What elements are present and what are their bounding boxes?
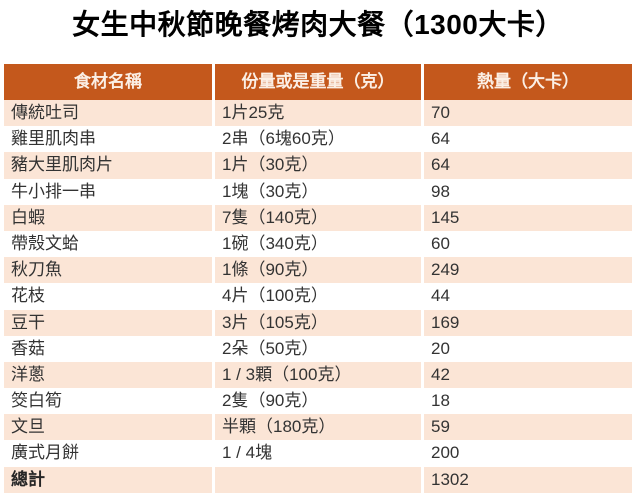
- portion-cell: 4片（100克）: [215, 283, 421, 310]
- table-row: 秋刀魚 1條（90克） 249: [4, 257, 632, 284]
- page-title: 女生中秋節晚餐烤肉大餐（1300大卡）: [72, 9, 564, 40]
- portion-cell: 2串（6塊60克）: [215, 126, 421, 153]
- total-portion-cell: [215, 466, 421, 493]
- calorie-cell: 70: [424, 100, 632, 127]
- portion-cell: 1碗（340克）: [215, 230, 421, 258]
- food-name-cell: 文旦: [4, 414, 212, 441]
- portion-cell: 1條（90克）: [215, 257, 421, 284]
- table-row: 豆干 3片（105克） 169: [4, 309, 632, 336]
- food-name-cell: 洋蔥: [4, 361, 212, 389]
- portion-cell: 2隻（90克）: [215, 388, 421, 415]
- table-row: 牛小排一串 1塊（30克） 98: [4, 178, 632, 205]
- portion-cell: 半顆（180克）: [215, 414, 421, 441]
- calorie-cell: 18: [424, 388, 632, 415]
- header-cell-calories: 熱量（大卡）: [424, 64, 632, 100]
- calorie-cell: 249: [424, 257, 632, 284]
- calorie-cell: 64: [424, 152, 632, 179]
- portion-cell: 2朵（50克）: [215, 335, 421, 362]
- food-name-cell: 白蝦: [4, 204, 212, 231]
- table-row: 花枝 4片（100克） 44: [4, 283, 632, 310]
- total-label-cell: 總計: [4, 466, 212, 493]
- calorie-cell: 20: [424, 335, 632, 362]
- calorie-cell: 60: [424, 230, 632, 258]
- header-cell-name: 食材名稱: [4, 64, 212, 100]
- table-row: 廣式月餅 1 / 4塊 200: [4, 440, 632, 467]
- table-header-row: 食材名稱 份量或是重量（克） 熱量（大卡）: [4, 64, 632, 100]
- table-row: 帶殼文蛤 1碗（340克） 60: [4, 230, 632, 258]
- food-name-cell: 香菇: [4, 335, 212, 362]
- header-cell-portion: 份量或是重量（克）: [215, 64, 421, 100]
- portion-cell: 1塊（30克）: [215, 178, 421, 205]
- food-name-cell: 豬大里肌肉片: [4, 152, 212, 179]
- calorie-cell: 44: [424, 283, 632, 310]
- food-name-cell: 牛小排一串: [4, 178, 212, 205]
- calorie-cell: 64: [424, 126, 632, 153]
- total-calorie-cell: 1302: [424, 466, 632, 493]
- calorie-cell: 59: [424, 414, 632, 441]
- table-row: 豬大里肌肉片 1片（30克） 64: [4, 152, 632, 179]
- table-row: 洋蔥 1 / 3顆（100克） 42: [4, 361, 632, 389]
- table-row: 白蝦 7隻（140克） 145: [4, 204, 632, 231]
- calorie-cell: 200: [424, 440, 632, 467]
- food-name-cell: 花枝: [4, 283, 212, 310]
- food-name-cell: 傳統吐司: [4, 100, 212, 127]
- table-row: 香菇 2朵（50克） 20: [4, 335, 632, 362]
- portion-cell: 7隻（140克）: [215, 204, 421, 231]
- calorie-cell: 145: [424, 204, 632, 231]
- calorie-cell: 169: [424, 309, 632, 336]
- portion-cell: 1 / 3顆（100克）: [215, 361, 421, 389]
- portion-cell: 1片25克: [215, 100, 421, 127]
- table-row: 筊白筍 2隻（90克） 18: [4, 388, 632, 415]
- food-name-cell: 雞里肌肉串: [4, 126, 212, 153]
- table-row: 雞里肌肉串 2串（6塊60克） 64: [4, 126, 632, 153]
- food-table: 食材名稱 份量或是重量（克） 熱量（大卡） 傳統吐司 1片25克 70 雞里肌肉…: [4, 64, 632, 493]
- table-row: 文旦 半顆（180克） 59: [4, 414, 632, 441]
- calorie-cell: 42: [424, 361, 632, 389]
- portion-cell: 1片（30克）: [215, 152, 421, 179]
- table-total-row: 總計 1302: [4, 466, 632, 493]
- food-name-cell: 廣式月餅: [4, 440, 212, 467]
- portion-cell: 1 / 4塊: [215, 440, 421, 467]
- food-name-cell: 帶殼文蛤: [4, 230, 212, 258]
- food-name-cell: 筊白筍: [4, 388, 212, 415]
- food-name-cell: 豆干: [4, 309, 212, 336]
- portion-cell: 3片（105克）: [215, 309, 421, 336]
- calorie-cell: 98: [424, 178, 632, 205]
- food-name-cell: 秋刀魚: [4, 257, 212, 284]
- table-row: 傳統吐司 1片25克 70: [4, 100, 632, 127]
